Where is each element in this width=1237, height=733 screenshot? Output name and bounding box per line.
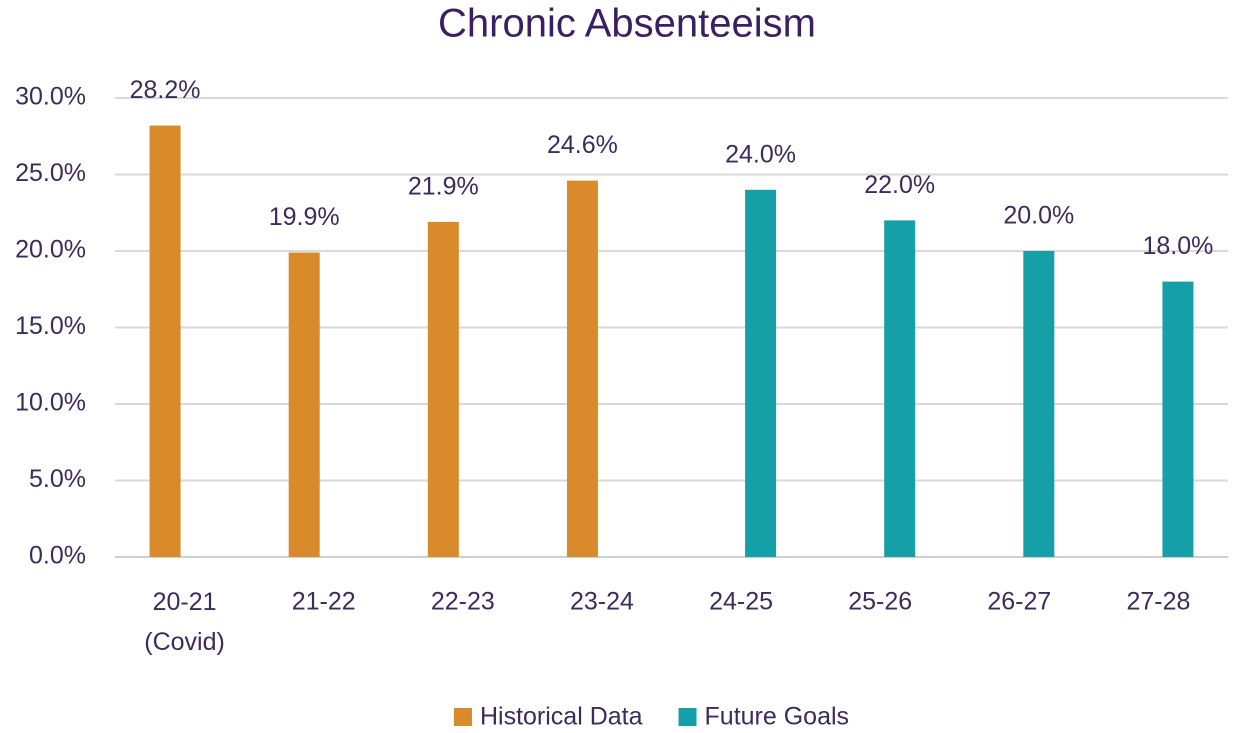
legend-swatch: [678, 708, 697, 726]
y-tick-label: 5.0%: [29, 465, 86, 493]
y-tick-label: 20.0%: [15, 236, 86, 264]
bar: [288, 252, 320, 557]
y-tick-label: 25.0%: [15, 159, 86, 187]
x-tick-label: 21-22: [292, 588, 356, 616]
x-tick-label: 22-23: [431, 588, 495, 616]
y-tick-label: 10.0%: [15, 389, 86, 417]
chart-title: Chronic Absenteeism: [438, 2, 816, 46]
data-label: 28.2%: [130, 76, 201, 104]
legend-label: Historical Data: [480, 703, 643, 731]
legend-swatch: [453, 708, 472, 726]
bar: [566, 180, 598, 557]
bar: [1023, 251, 1055, 557]
bar: [149, 125, 181, 557]
legend: Historical Data Future Goals: [453, 703, 850, 731]
bar: [1162, 281, 1194, 557]
data-label: 24.0%: [725, 140, 796, 168]
bar: [745, 189, 777, 558]
y-tick-label: 30.0%: [15, 83, 86, 111]
x-tick-label: 26-27: [987, 588, 1051, 616]
legend-label: Future Goals: [705, 703, 850, 731]
data-label: 20.0%: [1003, 202, 1074, 230]
x-tick-label: 20-21 (Covid): [144, 588, 225, 656]
data-label: 22.0%: [864, 171, 935, 199]
bar: [884, 220, 916, 557]
data-label: 18.0%: [1142, 232, 1213, 260]
x-tick-label: 27-28: [1126, 588, 1190, 616]
y-tick-label: 0.0%: [29, 542, 86, 570]
y-tick-label: 15.0%: [15, 312, 86, 340]
bar: [427, 221, 459, 557]
x-tick-label: 25-26: [848, 588, 912, 616]
x-tick-label: 24-25: [709, 588, 773, 616]
data-label: 24.6%: [547, 131, 618, 159]
data-label: 21.9%: [408, 173, 479, 201]
x-tick-label: 23-24: [570, 588, 634, 616]
data-label: 19.9%: [269, 203, 340, 231]
